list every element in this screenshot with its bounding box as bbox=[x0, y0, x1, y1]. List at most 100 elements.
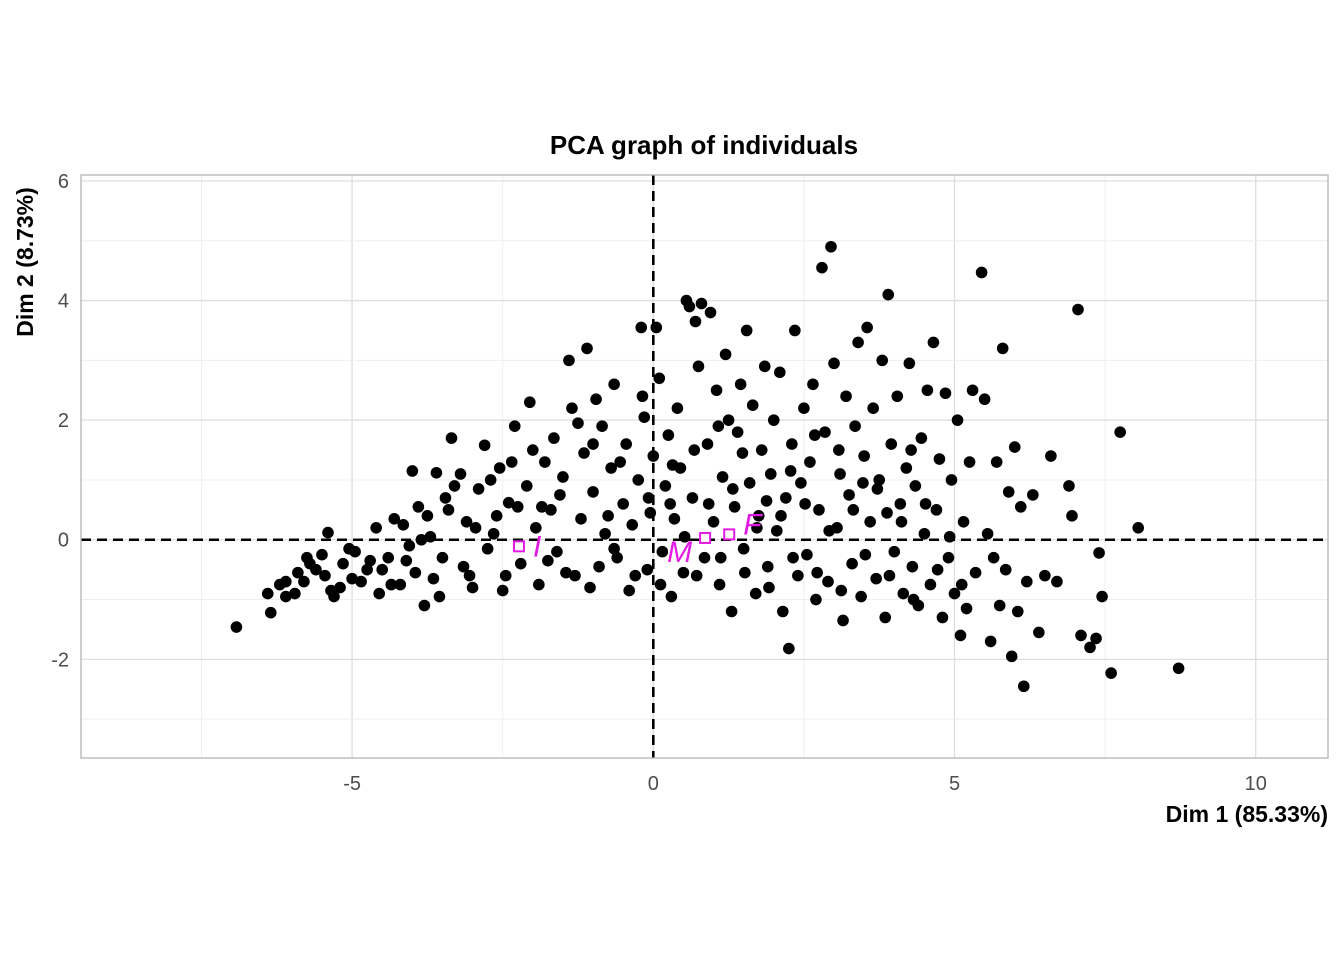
individual-point bbox=[813, 504, 825, 516]
individual-point bbox=[752, 510, 765, 522]
individual-point bbox=[496, 584, 509, 597]
individual-point bbox=[909, 480, 922, 492]
individual-point bbox=[388, 513, 401, 525]
individual-point bbox=[823, 524, 835, 537]
individual-point bbox=[1084, 641, 1096, 654]
individual-point bbox=[1096, 590, 1108, 603]
individual-point bbox=[990, 456, 1003, 468]
individual-point bbox=[1132, 521, 1145, 534]
individual-point bbox=[734, 378, 747, 391]
individual-point bbox=[882, 288, 895, 301]
individual-point bbox=[397, 519, 410, 531]
individual-point bbox=[599, 527, 611, 540]
individual-point bbox=[704, 306, 717, 319]
individual-point bbox=[999, 563, 1012, 576]
individual-point bbox=[325, 584, 337, 597]
plot-panel: I MF bbox=[80, 174, 1329, 759]
individual-point bbox=[1017, 680, 1030, 693]
individual-point bbox=[714, 551, 727, 564]
individual-point bbox=[463, 569, 476, 582]
individual-point bbox=[316, 548, 328, 561]
individual-point bbox=[749, 587, 762, 600]
plot-border bbox=[80, 174, 1329, 759]
individual-point bbox=[578, 447, 590, 459]
individual-point bbox=[716, 471, 729, 483]
individual-point bbox=[846, 557, 858, 570]
individual-point bbox=[737, 542, 750, 555]
y-tick-label: 4 bbox=[58, 291, 69, 313]
individual-point bbox=[828, 357, 840, 370]
individual-point bbox=[665, 590, 678, 603]
individual-point bbox=[891, 390, 904, 403]
individual-point bbox=[900, 462, 913, 474]
individual-point bbox=[409, 566, 422, 579]
individual-point bbox=[822, 575, 834, 588]
individual-point bbox=[560, 566, 572, 579]
individual-point bbox=[789, 324, 801, 337]
individual-point bbox=[927, 336, 940, 349]
individual-point bbox=[545, 504, 557, 516]
individual-point bbox=[698, 551, 711, 564]
individual-point bbox=[569, 569, 581, 582]
individual-point bbox=[792, 569, 804, 582]
individual-point bbox=[418, 599, 431, 612]
individual-point bbox=[894, 498, 907, 510]
individual-point bbox=[1090, 632, 1102, 645]
individual-point bbox=[702, 498, 715, 510]
individual-point bbox=[795, 477, 807, 489]
individual-point bbox=[1114, 426, 1126, 438]
individual-point bbox=[835, 584, 848, 597]
y-tick-labels: -2 0 2 4 6 bbox=[51, 171, 69, 671]
individual-point bbox=[819, 426, 831, 438]
individual-point bbox=[1075, 629, 1087, 642]
individual-point bbox=[662, 429, 675, 441]
individual-point bbox=[664, 498, 676, 510]
individual-point bbox=[337, 557, 349, 570]
individual-point bbox=[774, 366, 786, 379]
individual-point bbox=[493, 462, 506, 474]
individual-point bbox=[787, 551, 799, 564]
x-axis-label: Dim 1 (85.33%) bbox=[1166, 801, 1328, 827]
individual-point bbox=[382, 551, 395, 564]
individual-point bbox=[666, 459, 679, 471]
individual-point bbox=[310, 563, 322, 576]
x-tick-label: 5 bbox=[949, 773, 960, 795]
individual-point bbox=[1002, 486, 1015, 498]
individual-point bbox=[736, 447, 749, 459]
individual-point bbox=[859, 548, 872, 561]
individual-point bbox=[903, 357, 916, 370]
individual-point bbox=[770, 524, 783, 537]
individual-point bbox=[641, 563, 654, 576]
individual-point bbox=[1014, 501, 1027, 513]
individual-point bbox=[523, 396, 536, 409]
individual-point bbox=[758, 360, 771, 373]
individual-point bbox=[883, 569, 896, 582]
individual-point bbox=[1066, 510, 1078, 522]
individual-point bbox=[1008, 441, 1021, 453]
individual-point bbox=[692, 360, 705, 373]
individual-point bbox=[460, 516, 473, 528]
individual-point bbox=[936, 611, 949, 624]
individual-point bbox=[799, 498, 811, 510]
individual-point bbox=[261, 587, 274, 600]
individual-point bbox=[895, 516, 908, 528]
individual-point bbox=[644, 507, 657, 519]
individual-point bbox=[632, 474, 645, 486]
individual-point bbox=[915, 432, 928, 444]
group-centroid-label: I bbox=[533, 530, 541, 563]
individual-point bbox=[825, 240, 837, 253]
individual-point bbox=[466, 581, 479, 594]
individual-point bbox=[975, 266, 988, 279]
y-tick-label: 2 bbox=[58, 410, 69, 432]
individual-point bbox=[784, 465, 797, 477]
individual-point bbox=[361, 563, 373, 576]
individual-point bbox=[511, 501, 524, 513]
individual-point bbox=[647, 450, 660, 462]
individual-point bbox=[897, 587, 910, 600]
individual-point bbox=[1172, 662, 1185, 675]
individual-point bbox=[572, 417, 584, 429]
individual-point bbox=[542, 554, 554, 567]
individual-point bbox=[548, 432, 560, 444]
individual-point bbox=[587, 438, 599, 450]
individual-point bbox=[837, 614, 849, 627]
